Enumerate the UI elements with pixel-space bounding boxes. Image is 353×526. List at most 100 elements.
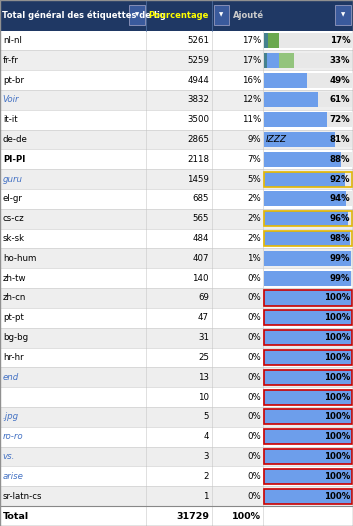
Text: 33%: 33% (330, 56, 350, 65)
Bar (214, 5, 229, 25)
Text: 13: 13 (198, 373, 209, 382)
Bar (264, 370, 352, 385)
Bar (279, 53, 294, 68)
Text: sr-latn-cs: sr-latn-cs (3, 492, 42, 501)
Text: 31729: 31729 (176, 511, 209, 521)
Bar (264, 370, 352, 385)
Bar (264, 429, 352, 444)
Text: 100%: 100% (324, 313, 350, 322)
Text: 100%: 100% (324, 492, 350, 501)
Text: Total général des étiquettes de lig: Total général des étiquettes de lig (2, 11, 166, 20)
Text: 17%: 17% (241, 36, 261, 45)
Bar (335, 5, 351, 25)
Text: 100%: 100% (324, 294, 350, 302)
Bar (0, 229, 353, 248)
Text: 0%: 0% (247, 313, 261, 322)
Text: vs.: vs. (3, 452, 15, 461)
Text: 99%: 99% (330, 254, 350, 263)
Text: 2%: 2% (247, 234, 261, 243)
Bar (0, 129, 353, 149)
Text: 11%: 11% (241, 115, 261, 124)
Text: 99%: 99% (330, 274, 350, 282)
Bar (0, 90, 353, 110)
Bar (264, 330, 352, 345)
Text: 17%: 17% (241, 56, 261, 65)
Text: zh-tw: zh-tw (3, 274, 26, 282)
Text: 3832: 3832 (187, 95, 209, 104)
Text: 484: 484 (192, 234, 209, 243)
Text: hr-hr: hr-hr (3, 353, 23, 362)
Text: 31: 31 (198, 333, 209, 342)
Text: 1%: 1% (247, 254, 261, 263)
Bar (264, 191, 352, 206)
Bar (264, 449, 352, 464)
Text: 94%: 94% (330, 195, 350, 204)
Bar (264, 271, 352, 286)
Text: PI-PI: PI-PI (3, 155, 25, 164)
Text: 92%: 92% (330, 175, 350, 184)
Bar (0, 486, 353, 506)
Text: zh-cn: zh-cn (3, 294, 26, 302)
Bar (129, 5, 145, 25)
Text: Total: Total (3, 511, 29, 521)
Text: cs-cz: cs-cz (3, 214, 24, 223)
Text: 0%: 0% (247, 472, 261, 481)
Text: 0%: 0% (247, 452, 261, 461)
Bar (264, 290, 352, 306)
Bar (264, 310, 352, 325)
Text: 3500: 3500 (187, 115, 209, 124)
Text: 140: 140 (192, 274, 209, 282)
Bar (264, 390, 352, 404)
Bar (264, 33, 352, 48)
Text: .jpg: .jpg (3, 412, 19, 421)
Bar (264, 53, 352, 68)
Bar (264, 33, 268, 48)
Bar (0, 348, 353, 367)
Text: 100%: 100% (324, 452, 350, 461)
Bar (0, 31, 353, 50)
Bar (0, 50, 353, 70)
Bar (264, 429, 352, 444)
Text: 17%: 17% (330, 36, 350, 45)
Bar (264, 350, 352, 365)
Text: 16%: 16% (241, 76, 261, 85)
Text: ▼: ▼ (134, 13, 139, 18)
Bar (264, 211, 348, 226)
Text: guru: guru (3, 175, 23, 184)
Text: 9%: 9% (247, 135, 261, 144)
Bar (264, 73, 307, 87)
Bar (264, 370, 352, 385)
Text: 100%: 100% (324, 412, 350, 421)
Bar (264, 93, 318, 107)
Bar (264, 152, 352, 167)
Bar (264, 469, 352, 484)
Text: 0%: 0% (247, 373, 261, 382)
Text: sk-sk: sk-sk (3, 234, 25, 243)
Bar (264, 390, 352, 404)
Text: 1: 1 (203, 492, 209, 501)
Bar (264, 390, 352, 404)
Text: 2118: 2118 (187, 155, 209, 164)
Text: pt-pt: pt-pt (3, 313, 24, 322)
Bar (0, 467, 353, 486)
Bar (264, 132, 352, 147)
Text: 0%: 0% (247, 333, 261, 342)
Text: arise: arise (3, 472, 24, 481)
Bar (0, 189, 353, 209)
Bar (264, 112, 327, 127)
Bar (264, 409, 352, 424)
Bar (264, 251, 351, 266)
Bar (0, 308, 353, 328)
Text: 100%: 100% (324, 333, 350, 342)
Text: 61%: 61% (330, 95, 350, 104)
Bar (264, 211, 352, 226)
Bar (264, 73, 352, 87)
Bar (264, 112, 352, 127)
Bar (0, 506, 353, 526)
Bar (264, 231, 352, 246)
Text: 10: 10 (198, 392, 209, 401)
Bar (264, 449, 352, 464)
Bar (264, 93, 352, 107)
Text: 5: 5 (203, 412, 209, 421)
Text: Pourcentage: Pourcentage (148, 11, 209, 20)
